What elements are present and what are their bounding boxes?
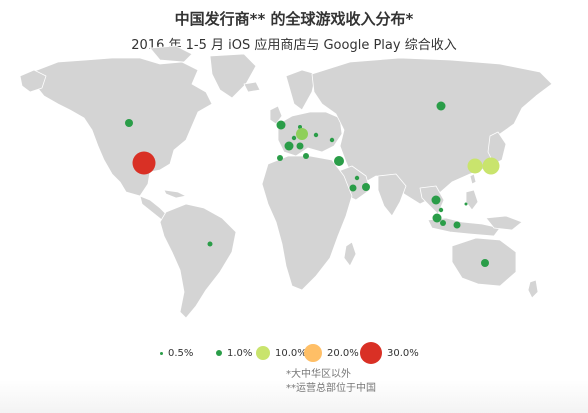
bubble-philippines bbox=[464, 202, 468, 206]
legend-item-0.5: 0.5% bbox=[160, 341, 193, 365]
new-guinea bbox=[485, 215, 523, 231]
caribbean bbox=[163, 189, 187, 199]
legend-item-1.0: 1.0% bbox=[216, 341, 252, 365]
legend-label-30.0: 30.0% bbox=[387, 347, 419, 359]
bubble-spain bbox=[277, 155, 283, 161]
footnote-outside-greater-china: *大中华区以外 bbox=[286, 369, 351, 380]
footnote-hq-in-china: **运营总部位于中国 bbox=[286, 383, 376, 394]
legend-label-10.0: 10.0% bbox=[275, 347, 307, 359]
legend-dot-0.5 bbox=[160, 351, 163, 355]
bubble-turkey bbox=[334, 156, 344, 166]
bubble-netherlands bbox=[291, 135, 297, 141]
bubble-russia bbox=[436, 101, 446, 111]
bubble-poland bbox=[313, 132, 319, 138]
bubble-germany bbox=[296, 128, 308, 140]
bubble-sweden bbox=[298, 125, 302, 129]
legend-dot-10.0 bbox=[256, 346, 270, 360]
bubble-kuwait bbox=[349, 184, 357, 192]
north-america bbox=[31, 57, 213, 197]
india bbox=[377, 173, 407, 217]
legend-label-20.0: 20.0% bbox=[327, 347, 359, 359]
legend-dot-20.0 bbox=[304, 344, 322, 362]
bubble-canada bbox=[125, 119, 133, 127]
bubble-thailand bbox=[431, 195, 441, 205]
footnotes: *大中华区以外 **运营总部位于中国 bbox=[286, 368, 376, 396]
page-title: 中国发行商** 的全球游戏收入分布* bbox=[174, 10, 414, 28]
scandinavia bbox=[285, 69, 317, 111]
bubble-usa bbox=[132, 151, 156, 175]
legend-dot-30.0 bbox=[360, 342, 382, 364]
south-america bbox=[159, 203, 237, 319]
bubble-indonesia bbox=[453, 221, 461, 229]
new-zealand bbox=[527, 279, 539, 299]
canadian-islands bbox=[149, 45, 193, 63]
iceland bbox=[243, 81, 261, 93]
philippines bbox=[465, 189, 479, 211]
bubble-vietnam bbox=[438, 207, 444, 213]
legend-item-10.0: 10.0% bbox=[256, 341, 307, 365]
bubble-switzerland bbox=[303, 153, 309, 159]
indonesia bbox=[427, 217, 501, 237]
legend-dot-1.0 bbox=[216, 350, 222, 356]
uk bbox=[269, 105, 283, 125]
bottom-haze bbox=[0, 380, 588, 413]
bubble-israel bbox=[354, 175, 360, 181]
bubble-italy bbox=[296, 142, 304, 150]
legend: 0.5% 1.0% 10.0% 20.0% 30.0% bbox=[160, 341, 440, 365]
legend-label-0.5: 0.5% bbox=[168, 347, 194, 359]
bubble-malaysia bbox=[432, 213, 442, 223]
legend-label-1.0: 1.0% bbox=[227, 347, 253, 359]
bubble-saudi bbox=[362, 183, 370, 191]
alaska bbox=[19, 69, 47, 93]
bubble-japan bbox=[482, 157, 500, 175]
bubble-uk bbox=[276, 120, 286, 130]
greenland bbox=[209, 53, 257, 99]
legend-item-20.0: 20.0% bbox=[304, 341, 359, 365]
bubble-brazil bbox=[207, 241, 213, 247]
japan bbox=[487, 131, 507, 165]
bubble-ukraine bbox=[329, 137, 335, 143]
asia bbox=[311, 57, 553, 205]
bubble-singapore bbox=[440, 220, 446, 226]
page-subtitle: 2016 年 1-5 月 iOS 应用商店与 Google Play 综合收入 bbox=[131, 38, 457, 53]
bubble-korea bbox=[467, 158, 483, 174]
madagascar bbox=[343, 241, 357, 267]
bubbles bbox=[125, 101, 500, 267]
europe bbox=[277, 111, 343, 157]
legend-item-30.0: 30.0% bbox=[360, 341, 419, 365]
bubble-france bbox=[284, 141, 294, 151]
landmasses bbox=[19, 45, 553, 319]
africa bbox=[261, 155, 353, 291]
bubble-australia bbox=[481, 259, 489, 267]
taiwan bbox=[469, 173, 477, 185]
